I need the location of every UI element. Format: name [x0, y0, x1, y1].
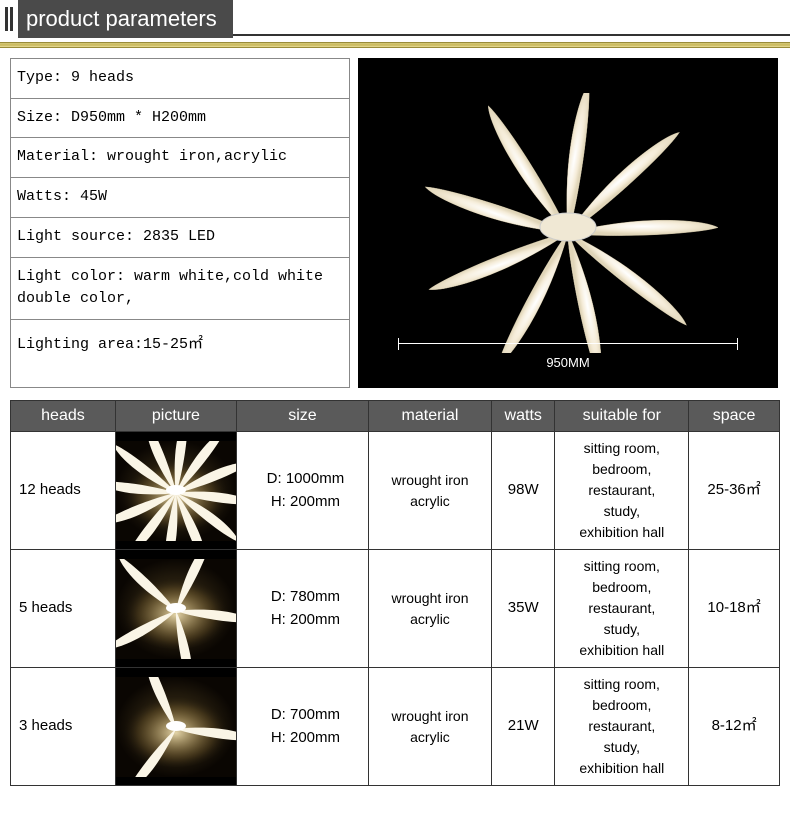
space-cell: 10-18㎡: [689, 550, 780, 668]
heads-cell: 5 heads: [11, 550, 116, 668]
material-cell: wrought iron acrylic: [368, 550, 491, 668]
spec-row: Type: 9 heads: [11, 59, 350, 99]
dimension-indicator: 950MM: [398, 343, 738, 370]
variant-header: suitable for: [555, 401, 689, 432]
spec-row: Material: wrought iron,acrylic: [11, 138, 350, 178]
table-row: 3 heads D: 700mm H: 200mmwrought iron ac…: [11, 668, 780, 786]
header-ornament: [0, 0, 18, 38]
picture-cell: [115, 550, 236, 668]
suitable-cell: sitting room, bedroom, restaurant, study…: [555, 550, 689, 668]
material-cell: wrought iron acrylic: [368, 432, 491, 550]
gold-divider: [0, 42, 790, 48]
top-section: Type: 9 headsSize: D950mm * H200mmMateri…: [0, 58, 790, 388]
dimension-label: 950MM: [546, 355, 589, 370]
spec-row: Light color: warm white,cold white doubl…: [11, 257, 350, 319]
section-title: product parameters: [18, 0, 233, 38]
product-image: 950MM: [358, 58, 778, 388]
spec-row: Watts: 45W: [11, 178, 350, 218]
variant-header: watts: [492, 401, 555, 432]
suitable-cell: sitting room, bedroom, restaurant, study…: [555, 668, 689, 786]
watts-cell: 35W: [492, 550, 555, 668]
table-row: 5 heads D: 780mm H: 200mmwrought iron ac…: [11, 550, 780, 668]
material-cell: wrought iron acrylic: [368, 668, 491, 786]
watts-cell: 21W: [492, 668, 555, 786]
picture-cell: [115, 432, 236, 550]
spec-row: Light source: 2835 LED: [11, 217, 350, 257]
spec-row: Size: D950mm * H200mm: [11, 98, 350, 138]
picture-cell: [115, 668, 236, 786]
size-cell: D: 700mm H: 200mm: [236, 668, 368, 786]
space-cell: 8-12㎡: [689, 668, 780, 786]
size-cell: D: 780mm H: 200mm: [236, 550, 368, 668]
size-cell: D: 1000mm H: 200mm: [236, 432, 368, 550]
variant-header: picture: [115, 401, 236, 432]
heads-cell: 3 heads: [11, 668, 116, 786]
spec-row: Lighting area:15-25㎡: [11, 320, 350, 388]
heads-cell: 12 heads: [11, 432, 116, 550]
variant-table: headspicturesizematerialwattssuitable fo…: [10, 400, 780, 786]
watts-cell: 98W: [492, 432, 555, 550]
section-header: product parameters: [0, 0, 790, 38]
variant-header: size: [236, 401, 368, 432]
header-rule: [233, 34, 790, 36]
table-row: 12 heads D: 1000mm H: 200mmwrought iron …: [11, 432, 780, 550]
lamp-illustration: [378, 93, 758, 353]
suitable-cell: sitting room, bedroom, restaurant, study…: [555, 432, 689, 550]
spec-table: Type: 9 headsSize: D950mm * H200mmMateri…: [10, 58, 350, 388]
variant-header: material: [368, 401, 491, 432]
variant-header: heads: [11, 401, 116, 432]
space-cell: 25-36㎡: [689, 432, 780, 550]
variant-header: space: [689, 401, 780, 432]
